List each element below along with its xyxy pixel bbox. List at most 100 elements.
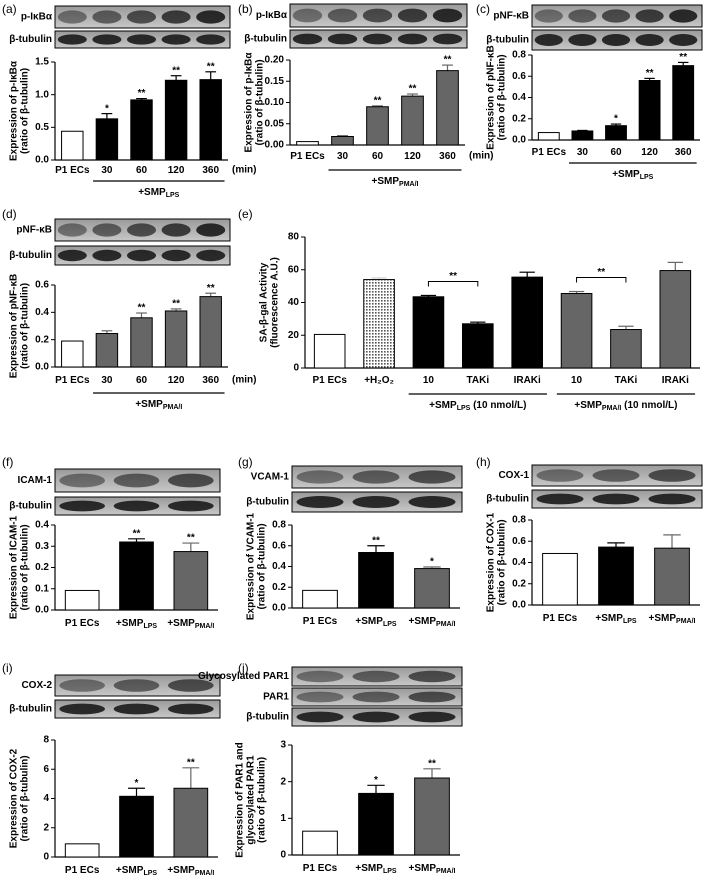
group-label: +SMPPMA/I <box>372 176 419 189</box>
x-tick-label: IRAKi <box>514 375 541 386</box>
x-tick-label-main: 10 <box>423 375 435 386</box>
y-axis-label: SA-β-gal Activity <box>259 262 270 342</box>
bar <box>462 323 494 369</box>
y-tick-label: 0.0 <box>512 600 526 611</box>
blot-label: β-tubulin <box>486 35 529 46</box>
x-tick-label: P1 ECs <box>65 865 100 876</box>
y-axis-label: Expression of pNF-κB <box>9 274 20 378</box>
bar <box>119 795 154 858</box>
bar <box>331 136 354 146</box>
blot-band <box>327 33 358 45</box>
blot-band <box>59 703 105 715</box>
bar <box>95 333 119 368</box>
bar <box>363 279 395 369</box>
blot-band <box>568 9 597 23</box>
x-tick-label: 30 <box>101 375 113 386</box>
x-tick-label: P1 ECs <box>532 147 567 158</box>
y-tick-label: 0.05 <box>265 118 285 129</box>
panel: (i) COX-2 β-tubulin Expression of COX-2 (rat… <box>2 661 221 877</box>
blot-band <box>327 8 358 23</box>
y-tick-label: 0.2 <box>512 113 526 124</box>
x-tick-label: +SMPPMA/I <box>409 616 456 629</box>
y-tick-label: 0.4 <box>35 307 49 318</box>
y-tick-label: 0.4 <box>512 92 526 103</box>
y-axis-label: glycosylated PAR1 <box>246 755 257 845</box>
y-tick-label: 20 <box>288 330 300 341</box>
blot-band <box>352 711 400 723</box>
blot-band <box>669 34 698 46</box>
blot-band <box>92 249 122 262</box>
significance: ** <box>138 303 146 314</box>
x-tick-label-main: 120 <box>641 147 658 158</box>
x-tick-label: +SMPLPS <box>595 613 636 626</box>
y-axis-label: Expression of PAR1 and <box>235 742 246 857</box>
y-tick-label: 60 <box>288 264 300 275</box>
significance: ** <box>409 84 417 95</box>
x-tick-label-main: +SMP <box>167 618 195 629</box>
bar <box>672 65 695 141</box>
y-tick-label: 1.5 <box>35 57 49 68</box>
blot-band <box>161 10 191 24</box>
bar <box>164 79 188 161</box>
x-tick-label: P1 ECs <box>303 616 338 627</box>
x-tick-label-main: +SMP <box>355 616 383 627</box>
bar <box>358 551 394 609</box>
blot-band <box>296 711 344 723</box>
bar <box>605 125 627 141</box>
y-tick-label: 2 <box>280 776 286 787</box>
x-tick-label: P1 ECs <box>290 151 325 162</box>
significance: ** <box>172 299 180 310</box>
blot-band <box>168 500 214 512</box>
x-tick-label: 60 <box>610 147 622 158</box>
y-tick-label: 0.6 <box>512 536 526 547</box>
x-tick-label: 30 <box>577 147 589 158</box>
y-axis-label: (ratio of β-tubulin) <box>20 283 31 369</box>
y-tick-label: 0.4 <box>272 561 286 572</box>
y-tick-label: 0 <box>293 363 299 374</box>
x-tick-label: 120 <box>404 151 421 162</box>
blot-band <box>534 9 563 23</box>
bar <box>571 130 594 141</box>
group-label: +SMPPMA/I (10 nmol/L) <box>574 400 677 413</box>
x-tick-label: 60 <box>136 375 148 386</box>
blot-label: Glycosylated PAR1 <box>198 671 289 682</box>
x-tick-label: IRAKi <box>662 375 689 386</box>
blot-band <box>592 469 640 482</box>
y-axis-label: Expression of p-IκBα <box>244 52 255 153</box>
y-tick-label: 0.0 <box>272 603 286 614</box>
x-tick-label-main: P1 ECs <box>55 165 90 176</box>
blot-band <box>408 496 456 508</box>
x-tick-label-main: 360 <box>439 151 456 162</box>
y-tick-label: 1.0 <box>35 89 49 100</box>
blot-band <box>57 249 87 262</box>
bar <box>366 106 389 146</box>
bar <box>119 541 154 611</box>
blot-band <box>408 691 456 703</box>
significance: ** <box>207 61 215 72</box>
y-tick-label: 0.2 <box>512 578 526 589</box>
x-tick-label: 30 <box>101 165 113 176</box>
bar <box>64 843 100 858</box>
bar <box>130 99 153 161</box>
x-tick-label-main: TAKi <box>615 375 638 386</box>
blot-band <box>92 10 122 24</box>
group-label: +SMPLPS <box>612 169 653 182</box>
x-tick-label-sub: LPS <box>383 868 397 875</box>
y-tick-label: 0.0 <box>512 135 526 146</box>
group-label: +SMPLPS (10 nmol/L) <box>429 400 526 413</box>
y-tick-label: 0.15 <box>265 76 285 87</box>
panel: (e) SA-β-gal Activity (fluorescence A.U.) 0… <box>238 207 700 412</box>
x-tick-label-sub: PMA/I <box>195 623 215 630</box>
panel-label: (a) <box>2 2 17 16</box>
panel: (g) VCAM-1 β-tubulin Expression of VCAM-1 (r… <box>238 455 463 629</box>
blot-band <box>362 33 393 45</box>
blot-band <box>669 9 698 23</box>
y-axis-label: Expression of VCAM-1 <box>246 512 257 620</box>
x-tick-label-sub: PMA/I <box>676 618 696 625</box>
significance: ** <box>172 65 180 76</box>
y-tick-label: 3 <box>280 740 286 751</box>
blot-label: β-tubulin <box>246 712 289 723</box>
significance: * <box>614 114 618 125</box>
x-tick-label: +SMPPMA/I <box>409 863 456 876</box>
